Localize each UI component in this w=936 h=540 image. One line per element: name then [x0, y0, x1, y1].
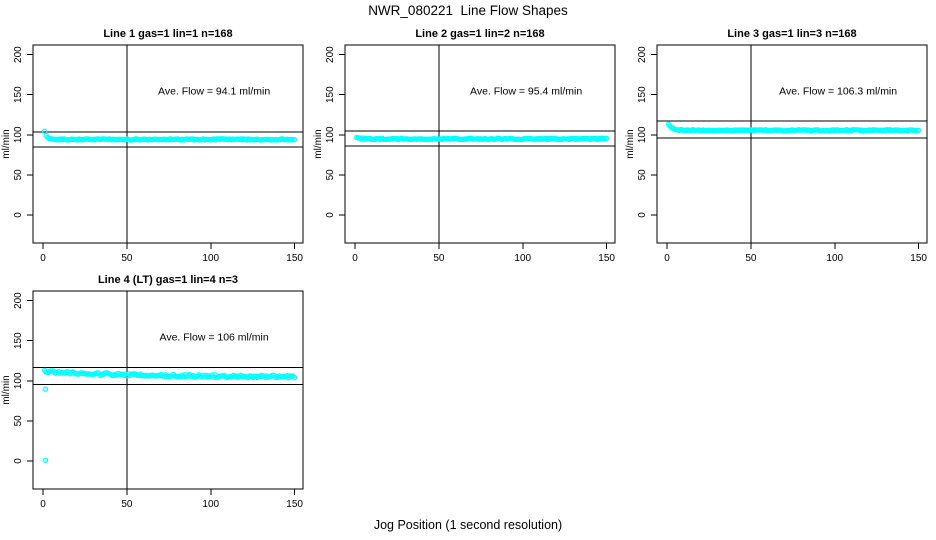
y-tick-label: 0	[637, 212, 648, 218]
x-tick-label: 150	[910, 253, 927, 264]
x-tick-label: 0	[40, 499, 46, 510]
y-tick-label: 50	[637, 169, 648, 181]
y-tick-label: 200	[13, 46, 24, 63]
y-tick-label: 150	[325, 86, 336, 103]
axis-ticks: 0 50 100 150 0 50 100 150 200	[13, 292, 303, 510]
reference-lines	[345, 45, 615, 243]
reference-lines	[33, 45, 303, 243]
subplot-svg-line1: 0 50 100 150 0 50 100 150 200 ml/min Line 1 gas=1 …	[1, 28, 304, 264]
x-tick-label: 50	[121, 499, 133, 510]
subplot-title: Line 1 gas=1 lin=1 n=168	[103, 28, 232, 40]
x-tick-label: 100	[202, 499, 219, 510]
reference-lines	[33, 291, 303, 489]
y-axis-label: ml/min	[313, 129, 324, 158]
average-flow-annotation: Ave. Flow = 106.3 ml/min	[779, 86, 897, 98]
y-tick-label: 150	[637, 86, 648, 103]
y-axis-label: ml/min	[1, 129, 12, 158]
reference-lines	[657, 45, 927, 243]
y-tick-label: 0	[13, 458, 24, 464]
axis-ticks: 0 50 100 150 0 50 100 150 200	[325, 46, 615, 264]
figure-title: NWR_080221 Line Flow Shapes	[368, 3, 568, 18]
y-tick-label: 0	[13, 212, 24, 218]
data-points	[666, 121, 922, 134]
x-tick-label: 100	[514, 253, 531, 264]
plot-box	[344, 44, 616, 244]
x-tick-label: 0	[352, 253, 358, 264]
data-points	[42, 367, 298, 463]
plot-box	[32, 290, 304, 490]
x-tick-label: 50	[433, 253, 445, 264]
data-points	[354, 134, 610, 143]
subplot-title: Line 2 gas=1 lin=2 n=168	[415, 28, 544, 40]
y-tick-label: 50	[325, 169, 336, 181]
subplot-svg-line4: 0 50 100 150 0 50 100 150 200 ml/min Line 4 (LT) g…	[1, 274, 304, 510]
x-tick-label: 0	[40, 253, 46, 264]
subplot-title: Line 3 gas=1 lin=3 n=168	[727, 28, 856, 40]
y-tick-label: 0	[325, 212, 336, 218]
y-tick-label: 100	[13, 372, 24, 389]
x-tick-label: 100	[202, 253, 219, 264]
subplot-line1: 0 50 100 150 0 50 100 150 200 ml/min Line 1 gas=1 …	[0, 20, 312, 270]
x-tick-label: 150	[286, 253, 303, 264]
y-tick-label: 50	[13, 169, 24, 181]
average-flow-annotation: Ave. Flow = 106 ml/min	[160, 332, 269, 344]
data-points	[42, 128, 298, 143]
y-tick-label: 150	[13, 332, 24, 349]
axis-ticks: 0 50 100 150 0 50 100 150 200	[637, 46, 927, 264]
x-tick-label: 0	[664, 253, 670, 264]
x-tick-label: 150	[598, 253, 615, 264]
x-tick-label: 100	[826, 253, 843, 264]
y-tick-label: 100	[13, 126, 24, 143]
average-flow-annotation: Ave. Flow = 94.1 ml/min	[158, 86, 270, 98]
average-flow-annotation: Ave. Flow = 95.4 ml/min	[470, 86, 582, 98]
y-axis-label: ml/min	[625, 129, 636, 158]
y-tick-label: 50	[13, 415, 24, 427]
x-tick-label: 50	[121, 253, 133, 264]
subplot-line3: 0 50 100 150 0 50 100 150 200 ml/min Line 3 gas=1 …	[624, 20, 936, 270]
outlier-point	[42, 386, 49, 392]
plot-box	[32, 44, 304, 244]
x-tick-label: 150	[286, 499, 303, 510]
y-tick-label: 100	[325, 126, 336, 143]
y-tick-label: 100	[637, 126, 648, 143]
subplot-title: Line 4 (LT) gas=1 lin=4 n=3	[98, 274, 238, 286]
y-axis-label: ml/min	[1, 375, 12, 404]
subplot-line2: 0 50 100 150 0 50 100 150 200 ml/min Line 2 gas=1 …	[312, 20, 624, 270]
y-tick-label: 150	[13, 86, 24, 103]
y-tick-label: 200	[325, 46, 336, 63]
subplot-line4: 0 50 100 150 0 50 100 150 200 ml/min Line 4 (LT) g…	[0, 266, 312, 516]
plot-box	[656, 44, 928, 244]
y-tick-label: 200	[637, 46, 648, 63]
subplot-svg-line2: 0 50 100 150 0 50 100 150 200 ml/min Line 2 gas=1 …	[313, 28, 616, 264]
outlier-point	[42, 457, 49, 463]
axis-ticks: 0 50 100 150 0 50 100 150 200	[13, 46, 303, 264]
subplot-svg-line3: 0 50 100 150 0 50 100 150 200 ml/min Line 3 gas=1 …	[625, 28, 928, 264]
x-axis-label: Jog Position (1 second resolution)	[373, 518, 563, 532]
x-tick-label: 50	[745, 253, 757, 264]
y-tick-label: 200	[13, 292, 24, 309]
